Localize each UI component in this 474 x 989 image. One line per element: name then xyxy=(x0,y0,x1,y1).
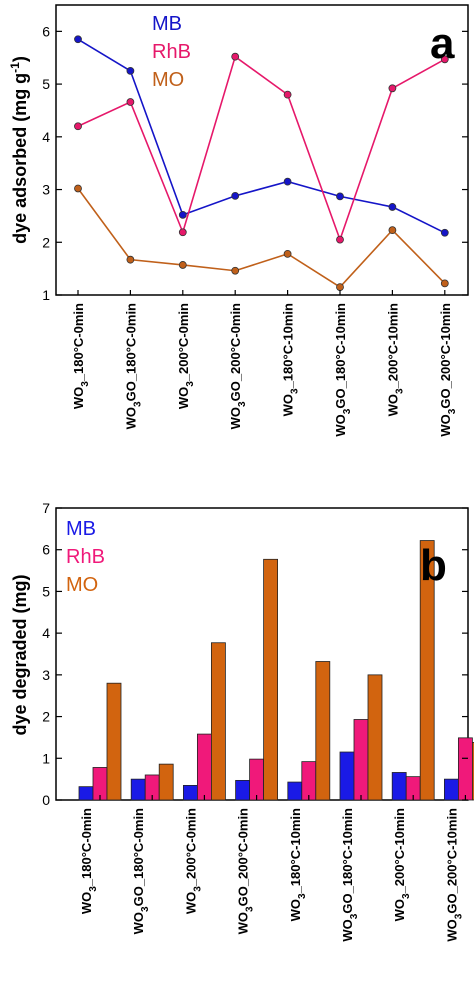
panel-b-ytick-label: 6 xyxy=(42,542,50,558)
data-point-mo xyxy=(231,266,240,275)
legend-entry-mo: MO xyxy=(152,69,184,91)
data-point-mo xyxy=(388,226,397,235)
panel-a-ytick-label: 6 xyxy=(42,23,50,39)
panel-b-ytick-label: 7 xyxy=(42,500,50,516)
bar-mb xyxy=(443,778,459,801)
data-point-mb xyxy=(440,228,449,237)
panel-b-label: b xyxy=(420,541,447,590)
data-point-mb xyxy=(74,35,82,44)
panel-a-ytick-label: 2 xyxy=(42,234,50,250)
panel-b-category-label: WO3GO_180°C-0min xyxy=(131,808,151,934)
panel-b-ytick-label: 3 xyxy=(42,667,50,683)
series-line-mo xyxy=(77,188,446,289)
panel-a-category-label: WO3_180°C-10min xyxy=(281,303,301,416)
legend-entry-rhb: RhB xyxy=(66,546,105,568)
data-point-mb xyxy=(231,191,240,200)
panel-b-ytick-label: 5 xyxy=(42,583,50,599)
panel-a-category-label: WO3_200°C-0min xyxy=(176,303,196,409)
panel-b-category-label: WO3GO_200°C-0min xyxy=(236,808,256,934)
bar-mb xyxy=(235,779,251,801)
data-point-mb xyxy=(388,203,397,211)
panel-a-category-label: WO3GO_180°C-10min xyxy=(333,303,353,437)
panel-b-degraded-chart: 0 1 2 3 4 5 6 7 WO3_180°C-0min WO3GO_180°C-0min W… xyxy=(10,500,474,942)
panel-a-category-label: WO3_180°C-0min xyxy=(71,303,91,409)
panel-b-ytick-label: 4 xyxy=(42,625,50,641)
bar-mb xyxy=(182,785,198,801)
bar-mo xyxy=(367,674,383,801)
bar-mo xyxy=(210,642,226,801)
legend-entry-mb: MB xyxy=(152,13,182,35)
bar-mb xyxy=(287,781,303,801)
panel-b-legend: MB RhB MO xyxy=(66,518,105,596)
bar-mo xyxy=(471,742,474,801)
data-point-rhb xyxy=(440,55,449,64)
panel-b-category-label: WO3_180°C-0min xyxy=(79,808,99,914)
bar-mo xyxy=(315,661,331,801)
panel-b-category-label: WO3_180°C-10min xyxy=(288,808,308,921)
data-point-rhb xyxy=(388,84,397,93)
bar-mb xyxy=(339,751,355,801)
panel-a-ytick-label: 4 xyxy=(42,129,50,145)
panel-a-category-label: WO3GO_200°C-0min xyxy=(228,303,248,429)
panel-b-category-label: WO3_200°C-10min xyxy=(392,808,412,921)
legend-entry-rhb: RhB xyxy=(152,41,191,63)
panel-a-ytick-label: 3 xyxy=(42,182,50,198)
data-point-rhb xyxy=(178,228,187,237)
legend-entry-mo: MO xyxy=(66,574,98,596)
panel-b-category-label: WO3_200°C-0min xyxy=(183,808,203,914)
data-point-mb xyxy=(336,192,344,201)
panel-a-category-label: WO3GO_200°C-10min xyxy=(438,303,458,437)
panel-b-ytick-label: 1 xyxy=(42,750,50,766)
panel-a-legend: MB RhB MO xyxy=(152,13,191,91)
bar-rhb xyxy=(249,758,265,801)
panel-a-category-label: WO3_200°C-10min xyxy=(385,303,405,416)
panel-a-ytick-label: 1 xyxy=(42,287,50,303)
data-point-rhb xyxy=(231,52,240,61)
data-point-mo xyxy=(126,255,135,264)
data-point-rhb xyxy=(283,90,292,99)
data-point-rhb xyxy=(74,122,82,131)
series-line-rhb xyxy=(77,55,446,243)
panel-a-category-label: WO3GO_180°C-0min xyxy=(123,303,143,429)
bar-mo xyxy=(419,540,435,801)
panel-a-label: a xyxy=(430,19,455,68)
bar-mo xyxy=(263,558,279,801)
bar-rhb xyxy=(196,733,212,801)
bar-mo xyxy=(106,682,122,801)
panel-b-category-label: WO3GO_180°C-10min xyxy=(340,808,360,942)
data-point-mo xyxy=(283,249,292,258)
panel-a-plot-frame xyxy=(55,4,469,296)
panel-b-category-label: WO3GO_200°C-10min xyxy=(444,808,464,942)
bar-mb xyxy=(78,786,94,801)
bar-rhb xyxy=(301,761,317,801)
bar-mo xyxy=(158,763,174,801)
bar-mb xyxy=(130,778,146,801)
panel-a-ytick-label: 5 xyxy=(42,76,50,92)
legend-entry-mb: MB xyxy=(66,518,96,540)
bar-rhb xyxy=(353,719,369,801)
bar-mb xyxy=(391,772,407,801)
data-point-mb xyxy=(178,210,187,219)
panel-b-ytick-label: 2 xyxy=(42,709,50,725)
panel-b-ytick-label: 0 xyxy=(42,792,50,808)
data-point-rhb xyxy=(126,98,135,106)
series-line-mb xyxy=(77,38,446,234)
panel-a-ylabel: dye adsorbed (mg g-1) xyxy=(8,56,30,244)
data-point-mo xyxy=(440,279,449,288)
data-point-mo xyxy=(178,261,187,269)
panel-b-ylabel: dye degraded (mg) xyxy=(10,574,30,735)
data-point-mo xyxy=(74,184,82,193)
panel-a-adsorbed-chart: 1 2 3 4 5 6 WO3_180°C-0min WO3GO_180°C-0min WO3… xyxy=(8,4,469,437)
data-point-rhb xyxy=(336,235,344,244)
data-point-mb xyxy=(126,67,135,75)
data-point-mb xyxy=(283,177,292,186)
data-point-mo xyxy=(336,283,344,291)
bar-rhb xyxy=(457,737,473,801)
